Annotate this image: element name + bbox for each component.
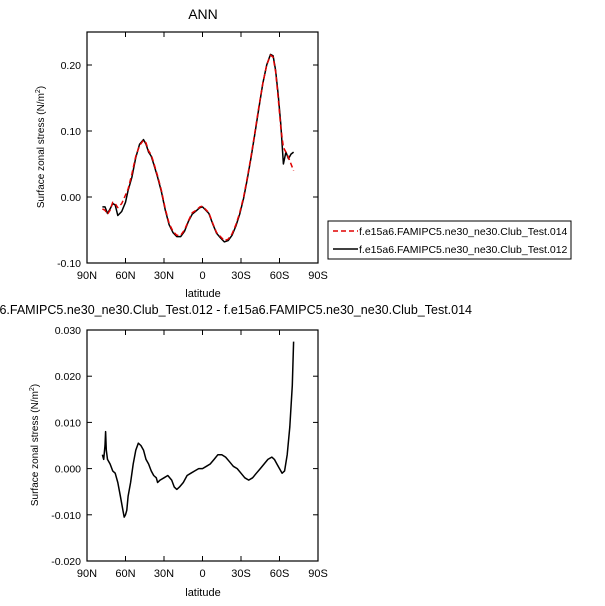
bottom-plot-frame bbox=[86, 329, 319, 562]
legend-box bbox=[327, 220, 572, 260]
top-ytick-label: 0.20 bbox=[61, 60, 82, 72]
bottom-chart-title: f.e15a6.FAMIPC5.ne30_ne30.Club_Test.012 … bbox=[0, 303, 472, 317]
top-xtick-label: 90N bbox=[77, 270, 97, 282]
top-ylabel: Surface zonal stress (N/m2) bbox=[35, 86, 47, 208]
bottom-axes: 90N 60N 30N 0 30S 60S 90S -0.020 -0.010 0.000 0.01… bbox=[51, 325, 328, 580]
top-xtick-label: 90S bbox=[308, 270, 328, 282]
top-xtick-label: 0 bbox=[199, 270, 205, 282]
top-plot-frame bbox=[86, 31, 319, 264]
top-ytick-label: -0.10 bbox=[57, 258, 81, 270]
bottom-ytick-label: 0.020 bbox=[55, 371, 81, 383]
top-xlabel: latitude bbox=[185, 288, 220, 300]
bottom-ytick-label: -0.010 bbox=[51, 510, 81, 522]
bottom-panel: f.e15a6.FAMIPC5.ne30_ne30.Club_Test.012 … bbox=[0, 303, 472, 599]
top-series-layer bbox=[102, 53, 295, 243]
bottom-ylabel: Surface zonal stress (N/m2) bbox=[29, 384, 41, 506]
top-xtick-label: 60S bbox=[270, 270, 290, 282]
bottom-xtick-label: 60N bbox=[115, 568, 135, 580]
legend: f.e15a6.FAMIPC5.ne30_ne30.Club_Test.014 … bbox=[327, 220, 572, 260]
bottom-xtick-label: 60S bbox=[270, 568, 290, 580]
top-series-line-test-014 bbox=[102, 54, 295, 242]
bottom-ytick-label: -0.020 bbox=[51, 556, 81, 568]
legend-label-014: f.e15a6.FAMIPC5.ne30_ne30.Club_Test.014 bbox=[359, 226, 568, 238]
top-xtick-label: 30N bbox=[154, 270, 174, 282]
bottom-xtick-label: 30N bbox=[154, 568, 174, 580]
bottom-ytick-label: 0.010 bbox=[55, 417, 81, 429]
bottom-xlabel: latitude bbox=[185, 587, 220, 599]
bottom-xtick-label: 90S bbox=[308, 568, 328, 580]
top-ytick-label: 0.00 bbox=[61, 192, 82, 204]
top-series-line-test-012 bbox=[102, 53, 295, 243]
top-panel: ANN 90N 60N 30N 0 30S 60S 90S -0.10 0.00 0.10 0.20… bbox=[35, 6, 328, 300]
bottom-series-line-difference bbox=[101, 341, 295, 518]
top-xtick-label: 30S bbox=[231, 270, 251, 282]
bottom-xtick-label: 0 bbox=[199, 568, 205, 580]
top-axes: 90N 60N 30N 0 30S 60S 90S -0.10 0.00 0.10 0.20 bbox=[57, 32, 328, 282]
bottom-xtick-label: 90N bbox=[77, 568, 97, 580]
bottom-series-layer bbox=[101, 341, 295, 518]
top-xtick-label: 60N bbox=[115, 270, 135, 282]
top-chart-title: ANN bbox=[188, 6, 218, 22]
bottom-xtick-label: 30S bbox=[231, 568, 251, 580]
bottom-ytick-label: 0.030 bbox=[55, 325, 81, 337]
bottom-ytick-label: 0.000 bbox=[55, 464, 81, 476]
legend-label-012: f.e15a6.FAMIPC5.ne30_ne30.Club_Test.012 bbox=[359, 244, 568, 256]
top-ytick-label: 0.10 bbox=[61, 126, 82, 138]
